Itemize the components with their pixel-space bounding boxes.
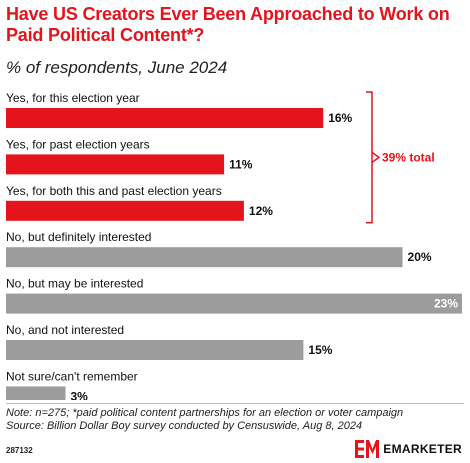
value-label: 16% (328, 111, 352, 125)
value-label: 20% (408, 250, 432, 264)
chart-title: Have US Creators Ever Been Approached to… (6, 4, 450, 45)
value-label: 12% (249, 204, 273, 218)
value-label: 11% (229, 157, 253, 171)
category-label: Yes, for past election years (6, 137, 150, 151)
footnote: Note: n=275; *paid political content par… (6, 407, 404, 419)
value-label: 15% (308, 343, 332, 357)
em-logo-icon (355, 440, 380, 458)
bar (6, 154, 225, 175)
brand-name: EMARKETER (383, 442, 462, 456)
category-label: Yes, for this election year (6, 91, 140, 105)
category-label: No, and not interested (6, 323, 124, 337)
category-label: Not sure/can't remember (6, 369, 138, 383)
bar (6, 247, 403, 268)
source-note: Source: Billion Dollar Boy survey conduc… (6, 420, 363, 432)
annotation-bracket (366, 91, 373, 224)
bar (6, 108, 324, 128)
value-label: 3% (70, 389, 88, 400)
annotation-label: 39% total (382, 150, 435, 164)
chart-subtitle: % of respondents, June 2024 (6, 58, 228, 77)
bar-chart: Yes, for this election year 16% Yes, for p… (6, 91, 462, 400)
bar (6, 200, 244, 221)
annotation-bracket-point (371, 151, 381, 164)
bar (6, 340, 304, 360)
bar (6, 293, 462, 314)
value-label: 23% (434, 297, 458, 311)
bar (6, 386, 66, 400)
brand-logo: EMARKETER (355, 440, 462, 458)
category-label: No, but may be interested (6, 277, 143, 291)
category-label: Yes, for both this and past election yea… (6, 184, 222, 198)
chart-id: 287132 (6, 446, 33, 455)
category-label: No, but definitely interested (6, 230, 151, 244)
footer-divider (6, 403, 464, 404)
